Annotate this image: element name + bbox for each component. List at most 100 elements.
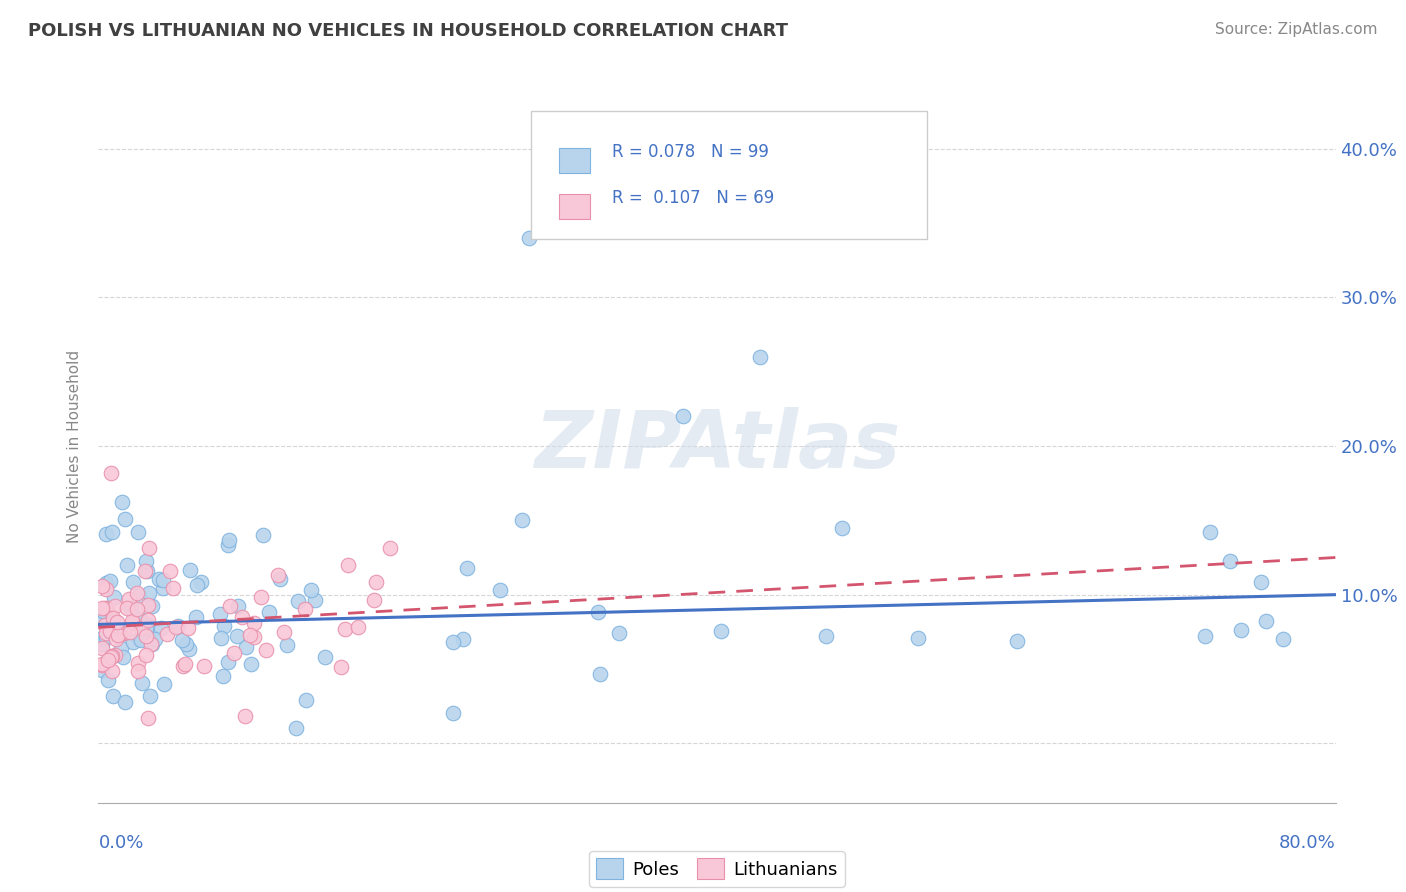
Point <box>366 574 388 589</box>
Point <box>209 631 232 645</box>
Point <box>152 574 174 588</box>
Point <box>103 590 125 604</box>
Point <box>172 633 194 648</box>
Point <box>167 619 190 633</box>
Point <box>510 513 533 527</box>
Point <box>136 613 159 627</box>
Point <box>135 629 157 643</box>
Point <box>104 648 127 662</box>
Point <box>104 632 127 646</box>
Point <box>451 632 474 646</box>
Point <box>240 657 263 672</box>
Text: R = 0.078   N = 99: R = 0.078 N = 99 <box>612 143 769 161</box>
Point <box>1250 574 1272 589</box>
Point <box>98 624 121 639</box>
Text: R =  0.107   N = 69: R = 0.107 N = 69 <box>612 189 775 207</box>
Point <box>165 620 187 634</box>
Point <box>115 601 138 615</box>
Point <box>1219 553 1241 567</box>
Point <box>121 615 143 630</box>
Point <box>105 615 128 629</box>
Point <box>907 631 929 645</box>
Point <box>122 635 145 649</box>
Point <box>153 677 176 691</box>
Point <box>588 605 610 619</box>
Point <box>456 560 478 574</box>
Bar <box>558 194 589 219</box>
Point <box>118 592 141 607</box>
Point <box>90 657 112 671</box>
Point <box>233 709 256 723</box>
Point <box>276 638 298 652</box>
Point <box>138 632 160 646</box>
Point <box>174 638 197 652</box>
Point <box>257 606 280 620</box>
Point <box>94 576 117 591</box>
Point <box>125 601 148 615</box>
Point <box>488 583 510 598</box>
Point <box>335 622 357 636</box>
Point <box>138 541 160 555</box>
Point <box>218 533 240 548</box>
Point <box>346 620 368 634</box>
Text: ZIPAtlas: ZIPAtlas <box>534 407 900 485</box>
Point <box>190 575 212 590</box>
Point <box>159 565 181 579</box>
Point <box>1194 628 1216 642</box>
Point <box>91 641 114 656</box>
Point <box>177 642 200 657</box>
Point <box>136 598 159 612</box>
Text: 0.0%: 0.0% <box>98 834 143 852</box>
Text: Source: ZipAtlas.com: Source: ZipAtlas.com <box>1215 22 1378 37</box>
Point <box>134 564 156 578</box>
Point <box>212 669 235 683</box>
Point <box>217 655 239 669</box>
Point <box>91 631 114 645</box>
Point <box>172 659 194 673</box>
Point <box>100 649 122 664</box>
Point <box>1199 525 1222 540</box>
Point <box>127 664 149 678</box>
Point <box>135 554 157 568</box>
Point <box>101 689 124 703</box>
Point <box>96 601 118 615</box>
Point <box>111 495 134 509</box>
Point <box>120 601 142 615</box>
Point <box>128 632 150 646</box>
Point <box>112 626 135 640</box>
Point <box>110 641 132 656</box>
Point <box>710 624 733 638</box>
Point <box>231 609 253 624</box>
Point <box>226 629 249 643</box>
Point <box>128 612 150 626</box>
Point <box>90 615 112 629</box>
Point <box>250 590 273 604</box>
Point <box>139 637 162 651</box>
Point <box>672 409 695 424</box>
Point <box>174 657 197 671</box>
Point <box>125 586 148 600</box>
Point <box>441 706 464 720</box>
Point <box>295 692 318 706</box>
Point <box>299 582 322 597</box>
Point <box>193 659 215 673</box>
Point <box>285 722 308 736</box>
Point <box>517 231 540 245</box>
Point <box>90 600 112 615</box>
Point <box>219 599 242 614</box>
Point <box>148 572 170 586</box>
Point <box>94 630 117 644</box>
Point <box>156 627 179 641</box>
Point <box>287 594 309 608</box>
Point <box>127 525 149 540</box>
Point <box>117 558 139 572</box>
Point <box>128 589 150 603</box>
Point <box>748 350 770 364</box>
Point <box>179 563 201 577</box>
Bar <box>558 148 589 173</box>
Point <box>143 632 166 646</box>
Point <box>1230 623 1253 637</box>
Point <box>135 648 157 663</box>
Point <box>243 630 266 644</box>
Point <box>136 564 159 578</box>
